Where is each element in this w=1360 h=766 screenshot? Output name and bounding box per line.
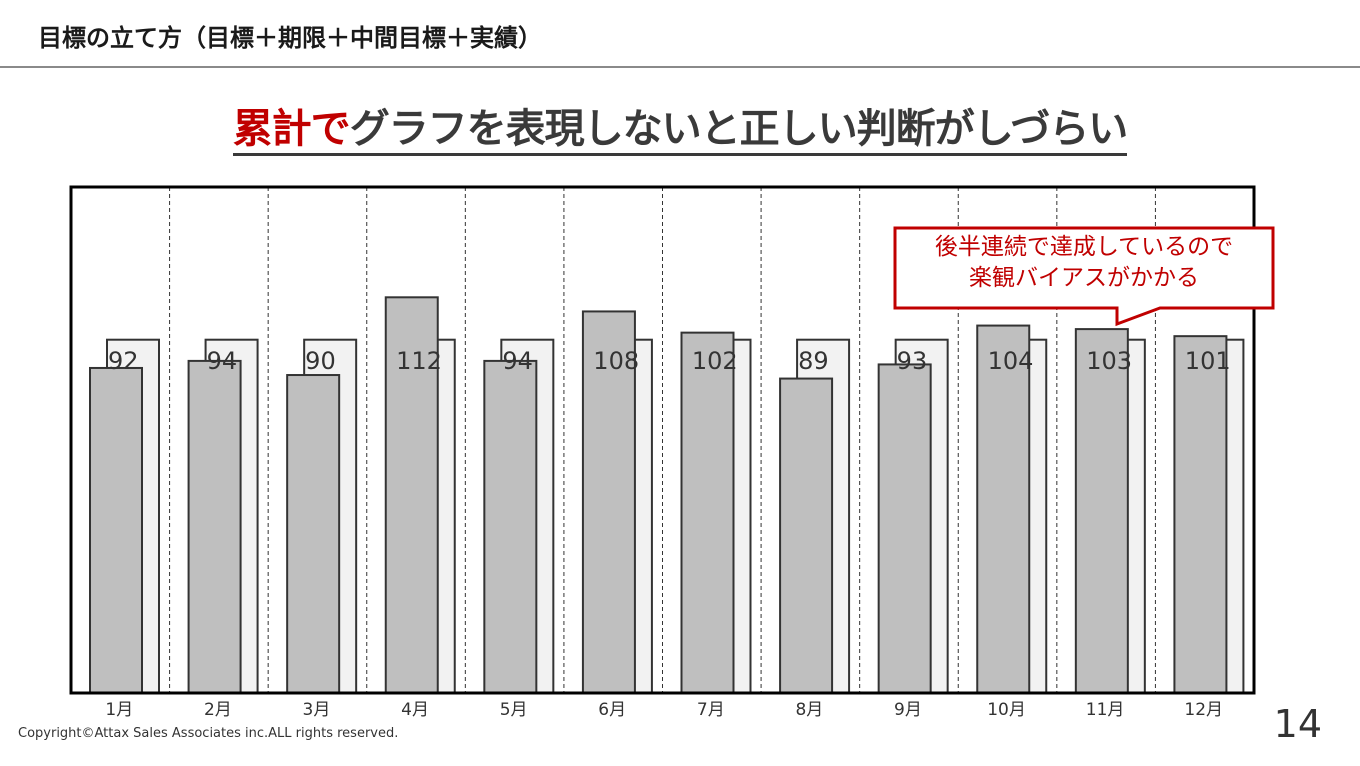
data-label: 94 (207, 347, 238, 375)
headline-accent: 累計で (232, 106, 351, 152)
actual-bar (877, 363, 932, 694)
actual-bar (483, 359, 538, 694)
x-tick-label: 4月 (401, 700, 429, 720)
x-tick-label: 12月 (1184, 700, 1223, 720)
actual-bar (976, 324, 1031, 694)
actual-bar (187, 359, 242, 694)
data-label: 108 (593, 347, 639, 375)
actual-bar (89, 366, 143, 694)
actual-bar (1074, 328, 1129, 694)
headline: 累計でグラフを表現しないと正しい判断がしづらい (0, 106, 1360, 156)
x-tick-label: 1月 (105, 700, 133, 720)
headline-rest: グラフを表現しないと正しい判断がしづらい (349, 106, 1129, 152)
x-tick-label: 8月 (795, 700, 823, 720)
page-number: 14 (1273, 702, 1322, 746)
x-tick-label: 6月 (598, 700, 626, 720)
data-label: 93 (897, 347, 928, 375)
callout-line-2: 楽観バイアスがかかる (969, 265, 1199, 291)
data-label: 103 (1086, 347, 1132, 375)
actual-bar (680, 331, 735, 694)
data-label: 112 (396, 347, 442, 375)
headline-underline: 累計でグラフを表現しないと正しい判断がしづらい (232, 106, 1129, 156)
actual-bars (89, 296, 1228, 694)
x-tick-label: 9月 (894, 700, 922, 720)
data-labels: 92 94 90 112 94 108 102 89 93 104 103 101 (108, 347, 1231, 375)
x-axis-ticks: 1月 2月 3月 4月 5月 6月 7月 8月 9月 10月 11月 12月 (105, 700, 1223, 720)
slide-title: 目標の立て方（目標＋期限＋中間目標＋実績） (38, 24, 542, 52)
data-label: 89 (798, 347, 829, 375)
actual-bar (286, 374, 341, 694)
header-divider (0, 66, 1360, 68)
callout (893, 226, 1275, 327)
data-label: 94 (502, 347, 533, 375)
x-tick-label: 10月 (987, 700, 1026, 720)
x-tick-label: 11月 (1086, 700, 1125, 720)
target-bars (106, 338, 1245, 694)
grid-lines (169, 187, 1156, 693)
x-tick-label: 2月 (204, 700, 232, 720)
x-tick-label: 7月 (697, 700, 725, 720)
actual-bar (779, 377, 834, 694)
data-label: 92 (108, 347, 139, 375)
data-label: 102 (692, 347, 738, 375)
data-label: 90 (305, 347, 336, 375)
callout-bubble (893, 226, 1275, 327)
plot-frame (69, 185, 1256, 695)
data-label: 104 (988, 347, 1034, 375)
actual-bar (581, 310, 636, 694)
data-label: 101 (1185, 347, 1231, 375)
x-tick-label: 3月 (303, 700, 331, 720)
copyright-notice: Copyright©Attax Sales Associates inc.ALL… (18, 726, 399, 741)
x-tick-label: 5月 (500, 700, 528, 720)
actual-bar (1173, 335, 1228, 694)
callout-line-1: 後半連続で達成しているので (934, 234, 1234, 260)
callout-text: 後半連続で達成しているので 楽観バイアスがかかる (895, 232, 1273, 294)
